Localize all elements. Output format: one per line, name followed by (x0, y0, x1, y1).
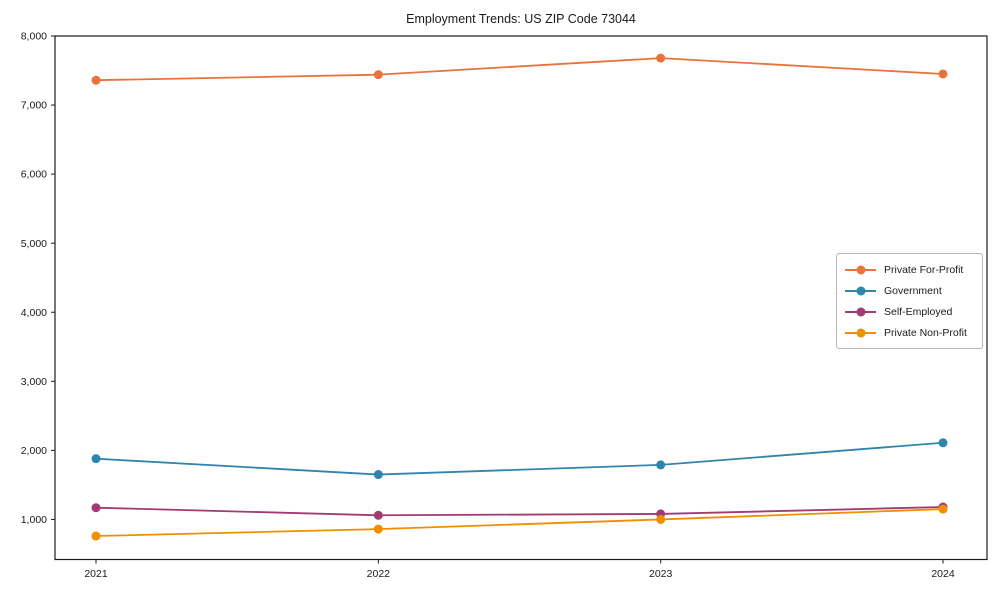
data-point-government-2023 (656, 460, 666, 470)
legend-item-self-employed: Self-Employed (845, 301, 974, 322)
series-line-private-for-profit (95, 57, 944, 82)
legend-marker-icon (845, 307, 876, 317)
data-point-private-for-profit-2022 (373, 70, 383, 80)
y-tick-label: 1,000 (21, 514, 47, 526)
legend-item-private-for-profit: Private For-Profit (845, 259, 974, 280)
chart-title: Employment Trends: US ZIP Code 73044 (406, 12, 636, 26)
x-tick-label: 2024 (931, 568, 955, 580)
plot-area: 1,000 2,000 3,000 4,000 5,000 6,000 7,000 8,000… (21, 31, 988, 580)
y-tick-label: 4,000 (21, 307, 47, 319)
legend-item-government: Government (845, 280, 974, 301)
x-tick-label: 2021 (84, 568, 108, 580)
y-tick-label: 7,000 (21, 100, 47, 112)
x-tick-label: 2022 (367, 568, 391, 580)
legend-label: Self-Employed (884, 305, 953, 318)
y-tick-label: 3,000 (21, 376, 47, 388)
legend-marker-icon (845, 286, 876, 296)
legend-item-private-non-profit: Private Non-Profit (845, 322, 974, 343)
series-line-government (95, 441, 944, 476)
data-point-government-2021 (91, 454, 101, 464)
plot-frame (54, 35, 988, 561)
data-point-private-for-profit-2021 (91, 75, 101, 85)
y-tick-label: 8,000 (21, 31, 47, 43)
data-point-government-2024 (938, 438, 948, 448)
data-point-private-non-profit-2024 (938, 504, 948, 514)
y-tick-label: 6,000 (21, 169, 47, 181)
data-point-self-employed-2021 (91, 503, 101, 513)
legend-label: Private For-Profit (884, 263, 964, 276)
data-point-private-non-profit-2023 (656, 514, 666, 524)
data-point-private-non-profit-2022 (373, 524, 383, 534)
legend-marker-icon (845, 265, 876, 275)
data-point-private-for-profit-2024 (938, 69, 948, 79)
data-point-private-non-profit-2021 (91, 531, 101, 541)
legend-marker-icon (845, 328, 876, 338)
data-point-self-employed-2022 (373, 510, 383, 520)
legend-label: Government (884, 284, 942, 297)
legend: Private For-Profit Government Self-Employe… (836, 253, 983, 349)
series-line-self-employed (95, 506, 944, 517)
series-line-private-non-profit (95, 508, 944, 537)
legend-label: Private Non-Profit (884, 326, 967, 339)
y-tick-label: 2,000 (21, 445, 47, 457)
data-point-private-for-profit-2023 (656, 53, 666, 63)
y-tick-label: 5,000 (21, 238, 47, 250)
data-point-government-2022 (373, 470, 383, 480)
x-tick-label: 2023 (649, 568, 673, 580)
